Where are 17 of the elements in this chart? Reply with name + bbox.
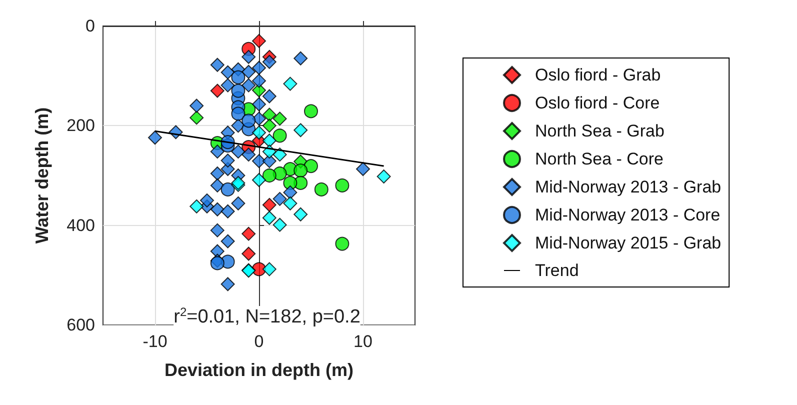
y-tick-label: 600 — [66, 316, 95, 334]
legend-label: North Sea - Grab — [535, 122, 664, 140]
legend-label: North Sea - Core — [535, 150, 664, 168]
x-tick-label: 0 — [254, 332, 264, 351]
y-tick-label: 200 — [66, 116, 95, 136]
y-tick-label: 0 — [86, 16, 95, 36]
legend-label: Trend — [535, 261, 579, 280]
legend-label: Mid-Norway 2013 - Core — [535, 206, 720, 224]
x-tick-label: -10 — [142, 332, 168, 351]
x-tick-label: 10 — [354, 332, 372, 351]
legend-label: Mid-Norway 2013 - Grab — [535, 178, 722, 196]
legend-label: Mid-Norway 2015 - Grab — [535, 234, 722, 252]
x-axis-title: Deviation in depth (m) — [164, 360, 354, 380]
y-tick-label: 400 — [66, 216, 95, 235]
legend-label: Oslo fiord - Core — [535, 94, 660, 112]
y-axis-title: Water depth (m) — [32, 107, 52, 244]
legend-label: Oslo fiord - Grab — [535, 66, 661, 84]
